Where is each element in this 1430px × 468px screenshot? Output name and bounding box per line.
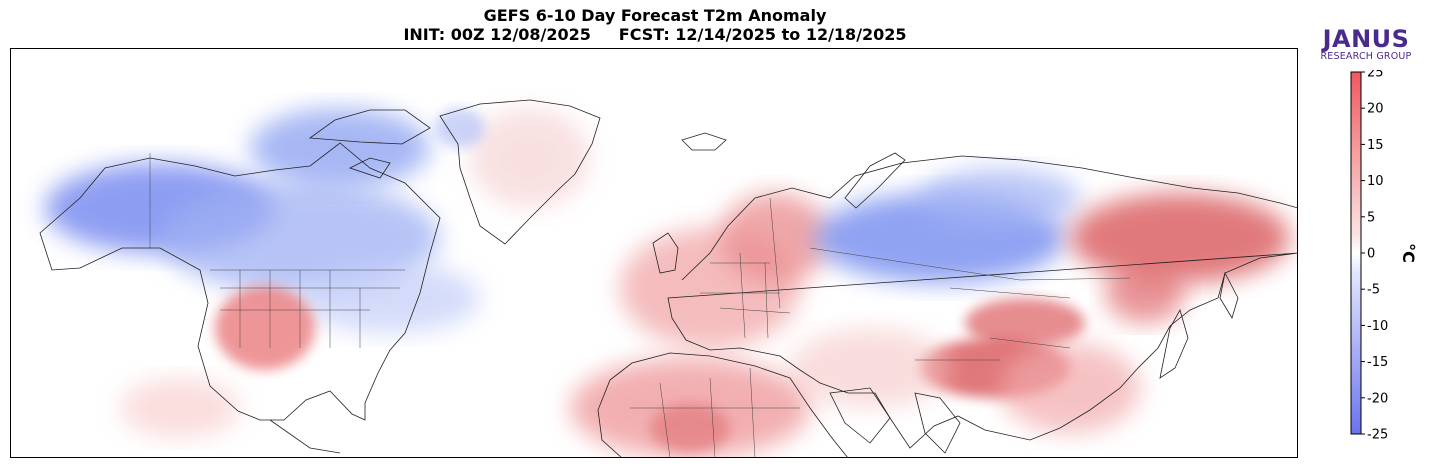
- colorbar-tick-label: 10: [1367, 174, 1384, 189]
- logo-tagline: RESEARCH GROUP: [1320, 51, 1412, 62]
- logo-wordmark: JANUS: [1322, 25, 1410, 53]
- colorbar-tick-label: 20: [1367, 102, 1384, 117]
- colorbar: 25 20 15 10 5 0 -5 -10 -15 -20 -25 °C: [1350, 70, 1418, 441]
- colorbar-tick-label: -5: [1367, 283, 1380, 298]
- chart-title: GEFS 6-10 Day Forecast T2m Anomaly: [483, 6, 827, 25]
- colorbar-tick-label: 15: [1367, 138, 1384, 153]
- colorbar-label: °C: [1399, 243, 1418, 263]
- chart-subtitle: INIT: 00Z 12/08/2025 FCST: 12/14/2025 to…: [403, 25, 907, 44]
- janus-logo: JANUS RESEARCH GROUP: [1316, 26, 1416, 62]
- colorbar-gradient: [1350, 71, 1362, 435]
- coastlines: [39, 99, 1298, 458]
- anomaly-mongolia: [965, 298, 1085, 348]
- colorbar-tick-label: 25: [1367, 70, 1384, 81]
- anomaly-map: [10, 48, 1298, 458]
- anomaly-field: [45, 108, 1290, 458]
- anomaly-eastern-canada: [300, 263, 480, 333]
- anomaly-arctic-archipelago: [250, 108, 430, 188]
- anomaly-middle-east: [790, 328, 950, 408]
- colorbar-tick-label: -15: [1367, 355, 1388, 370]
- anomaly-greenland: [470, 108, 590, 208]
- country-borders: [149, 153, 1131, 458]
- colorbar-tick-label: 5: [1367, 210, 1375, 225]
- colorbar-tick-label: 0: [1367, 247, 1375, 262]
- colorbar-tick-label: -25: [1367, 428, 1388, 441]
- colorbar-tick-label: -20: [1367, 391, 1388, 406]
- anomaly-scandinavia: [720, 193, 830, 283]
- colorbar-tick-label: -10: [1367, 319, 1388, 334]
- anomaly-china: [1000, 343, 1140, 433]
- anomaly-e-siberia: [1070, 193, 1290, 283]
